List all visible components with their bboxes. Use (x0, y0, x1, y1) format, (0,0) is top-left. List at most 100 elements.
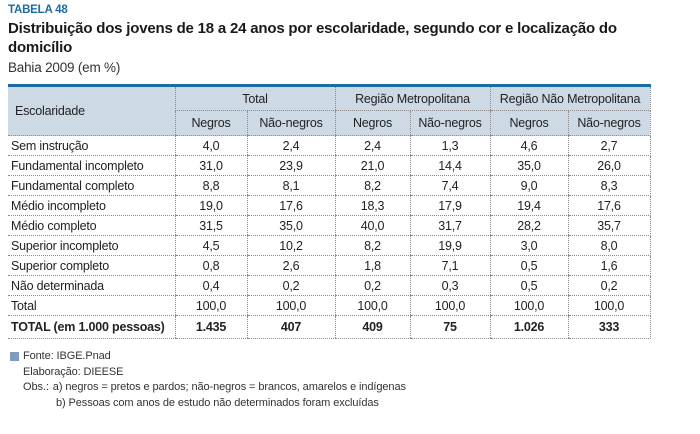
elaboration-text: Elaboração: DIEESE (23, 365, 124, 378)
cell-value: 100,0 (567, 295, 651, 316)
column-header-escolaridade: Escolaridade (8, 85, 175, 136)
table-row: Superior incompleto 4,5 10,2 8,2 19,9 3,… (8, 235, 651, 256)
cell-value: 75 (409, 315, 491, 339)
cell-value: 100,0 (174, 295, 247, 316)
cell-value: 0,4 (174, 275, 247, 296)
cell-value: 7,1 (409, 255, 491, 276)
cell-value: 8,1 (246, 175, 335, 196)
cell-value: 19,4 (489, 195, 569, 216)
cell-value: 8,3 (567, 175, 651, 196)
cell-value: 17,6 (567, 195, 651, 216)
table-row: Fundamental completo 8,8 8,1 8,2 7,4 9,0… (8, 175, 651, 196)
cell-value: 100,0 (489, 295, 569, 316)
table-footnotes: Fonte: IBGE.Pnad Elaboração: DIEESE Obs.… (10, 349, 670, 411)
cell-value: 19,0 (174, 195, 247, 216)
cell-value: 8,2 (334, 235, 410, 256)
cell-value: 2,4 (334, 135, 410, 156)
subheader-rnm-nao-negros: Não-negros (567, 110, 651, 136)
square-bullet-icon (10, 352, 19, 362)
subheader-rnm-negros: Negros (489, 110, 569, 136)
cell-value: 18,3 (334, 195, 410, 216)
table-row: Sem instrução 4,0 2,4 2,4 1,3 4,6 2,7 (8, 135, 651, 156)
table-body: Sem instrução 4,0 2,4 2,4 1,3 4,6 2,7 Fu… (8, 135, 651, 339)
group-header-total: Total (174, 85, 335, 111)
table-row-grand-total: TOTAL (em 1.000 pessoas) 1.435 407 409 7… (8, 315, 651, 339)
subheader-rm-negros: Negros (334, 110, 410, 136)
cell-value: 1,8 (334, 255, 410, 276)
cell-value: 4,0 (174, 135, 247, 156)
subheader-total-nao-negros: Não-negros (246, 110, 335, 136)
cell-value: 8,8 (174, 175, 247, 196)
table-row: Fundamental incompleto 31,0 23,9 21,0 14… (8, 155, 651, 176)
cell-value: 31,5 (174, 215, 247, 236)
cell-value: 100,0 (334, 295, 410, 316)
cell-value: 4,6 (489, 135, 569, 156)
cell-value: 17,6 (246, 195, 335, 216)
cell-value: 35,0 (246, 215, 335, 236)
cell-value: 407 (246, 315, 335, 339)
obs-line-a: Obs.: a) negros = pretos e pardos; não-n… (23, 380, 670, 396)
cell-value: 0,2 (246, 275, 335, 296)
cell-value: 100,0 (246, 295, 335, 316)
cell-value: 26,0 (567, 155, 651, 176)
row-label: Sem instrução (8, 135, 175, 156)
page-subtitle: Bahia 2009 (em %) (8, 60, 121, 76)
cell-value: 2,7 (567, 135, 651, 156)
cell-value: 35,0 (489, 155, 569, 176)
cell-value: 333 (567, 315, 651, 339)
cell-value: 7,4 (409, 175, 491, 196)
row-label: Fundamental incompleto (8, 155, 175, 176)
cell-value: 31,7 (409, 215, 491, 236)
cell-value: 0,5 (489, 275, 569, 296)
row-label: Superior incompleto (8, 235, 175, 256)
group-header-regiao-nao-metropolitana: Região Não Metropolitana (489, 85, 651, 111)
subheader-rm-nao-negros: Não-negros (409, 110, 491, 136)
obs-a-text: a) negros = pretos e pardos; não-negros … (52, 381, 406, 393)
cell-value: 10,2 (246, 235, 335, 256)
cell-value: 3,0 (489, 235, 569, 256)
table-row: Superior completo 0,8 2,6 1,8 7,1 0,5 1,… (8, 255, 651, 276)
cell-value: 8,0 (567, 235, 651, 256)
cell-value: 2,4 (246, 135, 335, 156)
cell-value: 100,0 (409, 295, 491, 316)
cell-value: 2,6 (246, 255, 335, 276)
cell-value: 35,7 (567, 215, 651, 236)
cell-value: 21,0 (334, 155, 410, 176)
cell-value: 0,2 (567, 275, 651, 296)
cell-value: 1.026 (489, 315, 569, 339)
table-row: Não determinada 0,4 0,2 0,2 0,3 0,5 0,2 (8, 275, 651, 296)
cell-value: 23,9 (246, 155, 335, 176)
page-title: Distribuição dos jovens de 18 a 24 anos … (8, 20, 617, 57)
obs-label: Obs.: (23, 381, 49, 393)
cell-value: 28,2 (489, 215, 569, 236)
group-header-row: Escolaridade Total Região Metropolitana … (8, 85, 651, 136)
cell-value: 0,8 (174, 255, 247, 276)
table-number-label: TABELA 48 (8, 4, 68, 16)
cell-value: 40,0 (334, 215, 410, 236)
row-label: Não determinada (8, 275, 175, 296)
cell-value: 1.435 (174, 315, 247, 339)
cell-value: 409 (334, 315, 410, 339)
cell-value: 19,9 (409, 235, 491, 256)
row-label: TOTAL (em 1.000 pessoas) (8, 315, 175, 339)
table-header: Escolaridade Total Região Metropolitana … (8, 85, 651, 136)
statistics-table: Escolaridade Total Região Metropolitana … (8, 84, 651, 339)
cell-value: 1,3 (409, 135, 491, 156)
cell-value: 0,3 (409, 275, 491, 296)
row-label: Total (8, 295, 175, 316)
table-row: Total 100,0 100,0 100,0 100,0 100,0 100,… (8, 295, 651, 316)
obs-b-text: b) Pessoas com anos de estudo não determ… (56, 396, 379, 409)
group-header-regiao-metropolitana: Região Metropolitana (334, 85, 491, 111)
cell-value: 4,5 (174, 235, 247, 256)
row-label: Superior completo (8, 255, 175, 276)
cell-value: 9,0 (489, 175, 569, 196)
cell-value: 0,2 (334, 275, 410, 296)
cell-value: 8,2 (334, 175, 410, 196)
cell-value: 0,5 (489, 255, 569, 276)
source-text: Fonte: IBGE.Pnad (23, 350, 111, 362)
cell-value: 14,4 (409, 155, 491, 176)
cell-value: 31,0 (174, 155, 247, 176)
table-row: Médio completo 31,5 35,0 40,0 31,7 28,2 … (8, 215, 651, 236)
row-label: Fundamental completo (8, 175, 175, 196)
